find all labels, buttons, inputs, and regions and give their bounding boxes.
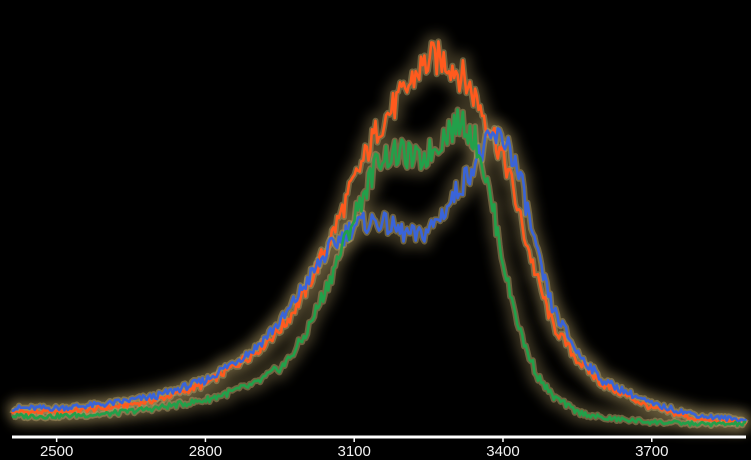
series-3-line [11,108,747,428]
x-tick-label: 3100 [338,443,371,460]
x-tick-label: 2800 [189,443,222,460]
x-tick-label: 3400 [486,443,519,460]
series-2-line [11,127,748,424]
x-tick-label: 2500 [40,443,73,460]
series-group [10,40,748,428]
x-axis-ticks: 2500 2800 3100 3400 3700 [40,437,668,460]
x-tick-label: 3700 [635,443,668,460]
